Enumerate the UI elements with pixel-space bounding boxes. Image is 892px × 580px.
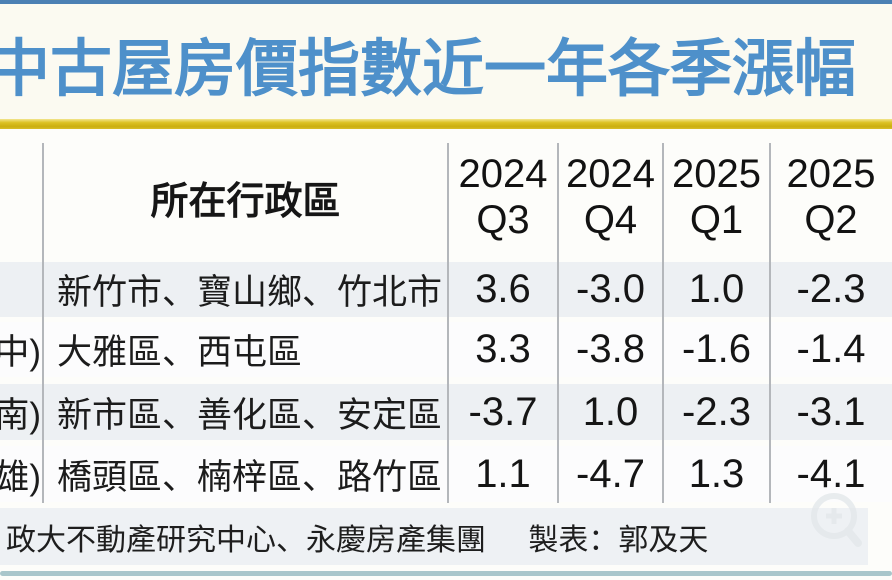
price-index-table: 所在行政區 2024 Q3 2024 Q4 2025 Q1 2025 Q2 新竹…	[0, 143, 892, 505]
value-cell: -2.3	[796, 267, 866, 311]
table-header-row: 所在行政區 2024 Q3 2024 Q4 2025 Q1 2025 Q2	[0, 143, 892, 251]
region-prefix: 中)	[0, 333, 41, 372]
header-year: 2024	[458, 152, 548, 196]
top-border-line	[0, 0, 892, 4]
column-header-2025-q1: 2025 Q1	[663, 143, 770, 251]
zoom-in-icon[interactable]	[804, 488, 870, 554]
table-row: 新竹市、寶山鄉、竹北市 3.6 -3.0 1.0 -2.3	[0, 262, 892, 317]
district-cell: 大雅區、西屯區	[57, 333, 303, 372]
page-title: 中古屋房價指數近一年各季漲幅	[0, 35, 857, 104]
grid-divider	[447, 143, 449, 503]
value-cell: -3.1	[796, 389, 866, 434]
value-cell: -3.0	[576, 267, 645, 311]
grid-divider	[557, 143, 559, 503]
grid-divider	[42, 143, 44, 503]
source-text: 政大不動產研究中心、永慶房產集團	[6, 523, 486, 557]
grid-divider	[662, 143, 664, 503]
value-cell: -2.3	[682, 389, 751, 434]
column-header-district: 所在行政區	[150, 180, 341, 223]
region-prefix-cell	[0, 262, 43, 317]
header-year: 2025	[786, 152, 876, 196]
column-header-2024-q3: 2024 Q3	[448, 143, 558, 251]
bottom-border-line	[0, 571, 892, 576]
column-header-2024-q4: 2024 Q4	[558, 143, 663, 251]
region-prefix: 雄)	[0, 457, 41, 497]
table-row: 雄) 橋頭區、楠梓區、路竹區 1.1 -4.7 1.3 -4.1	[0, 446, 892, 502]
header-year: 2025	[672, 152, 761, 196]
value-cell: -3.7	[468, 389, 538, 434]
title-underline-bar	[0, 119, 892, 129]
footer-text: 政大不動產研究中心、永慶房產集團 製表：郭及天	[0, 515, 708, 559]
district-cell: 橋頭區、楠梓區、路竹區	[57, 457, 443, 497]
header-cell-region	[0, 143, 43, 251]
title-band: 中古屋房價指數近一年各季漲幅	[0, 4, 892, 119]
region-prefix-cell: 南)	[0, 384, 43, 440]
header-quarter: Q3	[476, 198, 530, 242]
source-footer: 政大不動產研究中心、永慶房產集團 製表：郭及天	[0, 508, 868, 565]
value-cell: -4.1	[796, 451, 866, 496]
region-prefix-cell: 中)	[0, 322, 43, 377]
value-cell: -1.6	[682, 327, 751, 371]
value-cell: 1.0	[688, 267, 745, 311]
value-cell: 1.3	[688, 451, 745, 496]
district-cell: 新市區、善化區、安定區	[57, 395, 443, 435]
region-prefix: 南)	[0, 395, 41, 435]
table-row: 南) 新市區、善化區、安定區 -3.7 1.0 -2.3 -3.1	[0, 384, 892, 440]
value-cell: 3.3	[475, 327, 531, 371]
table-row: 中) 大雅區、西屯區 3.3 -3.8 -1.6 -1.4	[0, 322, 892, 377]
credit-text: 製表：郭及天	[528, 523, 709, 557]
header-quarter: Q1	[689, 198, 744, 242]
region-prefix-cell: 雄)	[0, 446, 43, 502]
district-cell: 新竹市、寶山鄉、竹北市	[57, 273, 443, 312]
value-cell: 1.1	[475, 451, 531, 496]
column-header-2025-q2: 2025 Q2	[770, 143, 892, 251]
header-quarter: Q2	[804, 198, 858, 242]
value-cell: -4.7	[576, 451, 645, 496]
value-cell: 1.0	[582, 389, 639, 434]
value-cell: -1.4	[796, 327, 866, 371]
header-quarter: Q4	[583, 198, 638, 242]
value-cell: 3.6	[475, 267, 531, 311]
value-cell: -3.8	[576, 327, 645, 371]
header-year: 2024	[566, 152, 655, 196]
grid-divider	[769, 143, 771, 503]
